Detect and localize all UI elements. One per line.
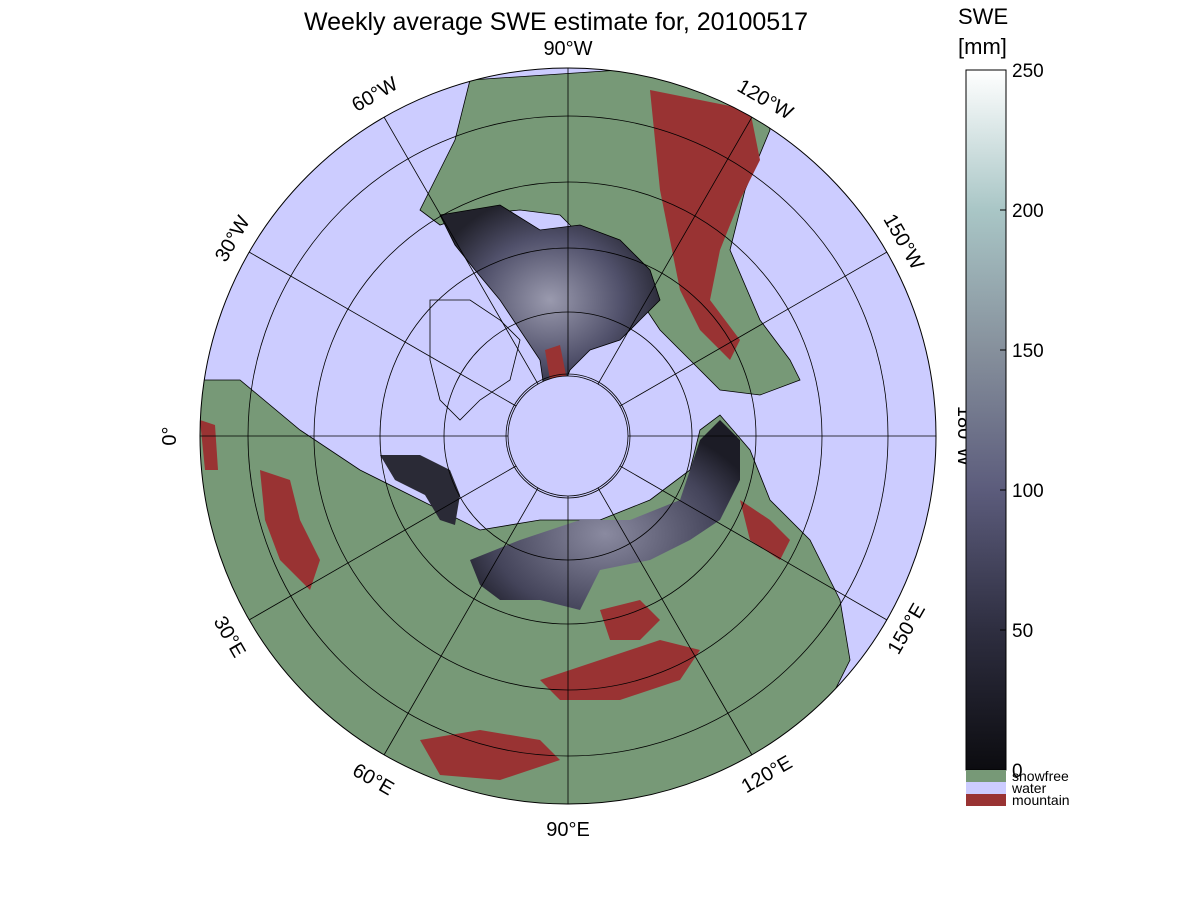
colorbar-tick-label: 100	[1012, 481, 1044, 502]
category-label-mountain: mountain	[1012, 792, 1070, 808]
label-60w: 60°W	[348, 73, 402, 117]
colorbar-tick-label: 250	[1012, 61, 1044, 82]
colorbar-tick-label: 200	[1012, 201, 1044, 222]
coastline-arctic	[429, 299, 521, 421]
colorbar-unit-line2: [mm]	[958, 34, 1007, 59]
label-60e: 60°E	[349, 759, 398, 800]
label-90w: 90°W	[543, 38, 592, 60]
mountain-regions	[200, 90, 790, 780]
colorbar-unit-line1: SWE	[958, 4, 1008, 29]
colorbar-tick-label: 150	[1012, 341, 1044, 362]
colorbar-tick-label: 0	[1012, 761, 1023, 782]
category-label-water: water	[1011, 780, 1047, 796]
colorbar-tick-label: 50	[1012, 621, 1033, 642]
polar-map	[199, 67, 937, 805]
snow-scandinavia	[380, 455, 460, 525]
label-90e: 90°E	[546, 819, 590, 841]
category-swatch-water	[966, 782, 1006, 794]
category-swatch-snowfree	[966, 770, 1006, 782]
category-swatch-mountain	[966, 794, 1006, 806]
snow-siberia	[470, 420, 740, 610]
category-label-snowfree: snowfree	[1012, 768, 1069, 784]
map-title: Weekly average SWE estimate for, 2010051…	[304, 8, 808, 36]
colorbar-ticks: 0 50 100 150 200 250	[1000, 61, 1044, 782]
colorbar: SWE [mm] 0 50 100 150 200 250 snowfreewatermo…	[958, 4, 1070, 808]
label-120e: 120°E	[738, 752, 796, 798]
label-30e: 30°E	[209, 613, 250, 662]
polar-hole	[507, 375, 629, 497]
colorbar-gradient	[965, 69, 1007, 771]
map-outline	[199, 67, 937, 805]
land-arctic-islands	[439, 204, 661, 396]
label-0: 0°	[159, 426, 181, 445]
